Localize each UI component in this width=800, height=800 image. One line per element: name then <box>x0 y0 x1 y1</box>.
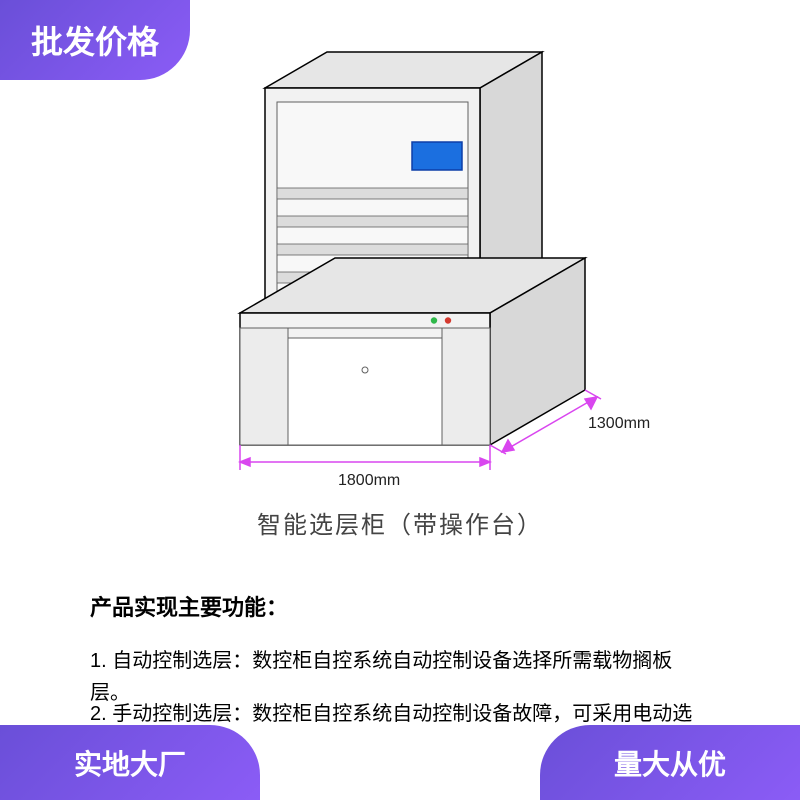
product-diagram: 1800mm 1300mm <box>180 40 660 480</box>
badge-bottom-right-text: 量大从优 <box>614 743 726 783</box>
badge-top-left-text: 批发价格 <box>31 17 159 63</box>
dimension-width-label: 1800mm <box>338 472 400 490</box>
badge-wholesale-price: 批发价格 <box>0 0 190 80</box>
badge-factory-direct: 实地大厂 <box>0 725 260 800</box>
features-heading: 产品实现主要功能： <box>90 590 288 622</box>
badge-bulk-discount: 量大从优 <box>540 725 800 800</box>
dimension-depth-label: 1300mm <box>588 415 650 433</box>
badge-bottom-left-text: 实地大厂 <box>74 743 186 783</box>
diagram-caption: 智能选层柜（带操作台） <box>0 505 800 540</box>
